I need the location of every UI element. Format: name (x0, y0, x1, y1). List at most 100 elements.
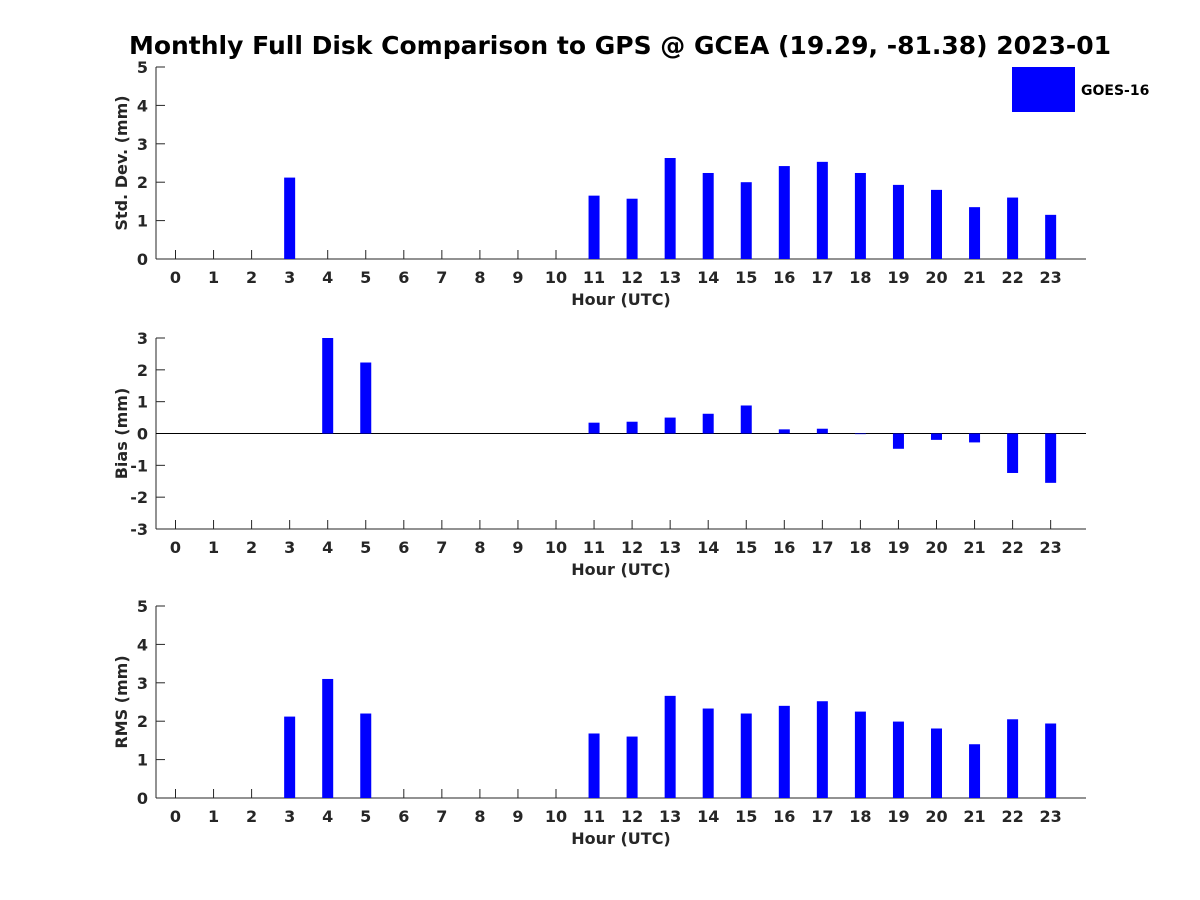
bar-hour-17 (816, 428, 828, 434)
x-tick-label: 23 (1040, 807, 1062, 826)
x-tick-label: 11 (583, 268, 605, 287)
x-tick-label: 6 (398, 268, 409, 287)
y-tick-label: 1 (137, 212, 148, 231)
x-tick-label: 11 (583, 807, 605, 826)
y-tick-label: 1 (137, 393, 148, 412)
x-tick-label: 3 (284, 538, 295, 557)
y-tick-label: 0 (137, 789, 148, 808)
x-tick-label: 22 (1001, 268, 1023, 287)
x-tick-label: 0 (170, 538, 181, 557)
bar-hour-15 (740, 182, 752, 259)
bar-hour-11 (588, 195, 600, 259)
bar-hour-17 (816, 701, 828, 798)
x-tick-label: 21 (963, 268, 985, 287)
x-tick-label: 18 (849, 538, 871, 557)
bar-hour-19 (892, 184, 904, 259)
bar-hour-4 (322, 338, 334, 434)
y-tick-label: 5 (137, 58, 148, 77)
x-tick-label: 14 (697, 807, 719, 826)
bar-hour-13 (664, 695, 676, 798)
x-tick-label: 15 (735, 268, 757, 287)
x-tick-label: 15 (735, 807, 757, 826)
x-tick-label: 13 (659, 807, 681, 826)
y-axis-label: RMS (mm) (112, 655, 131, 748)
legend: GOES-16 (1012, 67, 1149, 112)
x-tick-label: 0 (170, 807, 181, 826)
bar-hour-14 (702, 708, 714, 798)
y-axis-label: Bias (mm) (112, 388, 131, 480)
bar-hour-5 (360, 713, 372, 798)
bar-hour-23 (1045, 723, 1057, 798)
x-axis-label: Hour (UTC) (571, 290, 671, 309)
x-tick-label: 12 (621, 807, 643, 826)
y-axis-label: Std. Dev. (mm) (112, 95, 131, 230)
y-tick-label: 3 (137, 674, 148, 693)
x-tick-label: 19 (887, 807, 909, 826)
bar-hour-22 (1007, 719, 1019, 798)
x-tick-label: 1 (208, 538, 219, 557)
bar-hour-20 (931, 189, 942, 259)
bar-hour-16 (778, 429, 790, 434)
x-tick-label: 8 (474, 268, 485, 287)
x-tick-label: 11 (583, 538, 605, 557)
x-tick-label: 1 (208, 807, 219, 826)
bar-hour-23 (1045, 433, 1057, 483)
x-tick-label: 5 (360, 268, 371, 287)
x-tick-label: 22 (1001, 538, 1023, 557)
x-tick-label: 12 (621, 538, 643, 557)
x-tick-label: 7 (436, 268, 447, 287)
bar-hour-15 (740, 405, 752, 434)
bar-hour-3 (284, 716, 296, 798)
x-tick-label: 2 (246, 268, 257, 287)
x-tick-label: 3 (284, 807, 295, 826)
bar-hour-16 (778, 705, 790, 798)
x-tick-label: 8 (474, 807, 485, 826)
bar-hour-20 (931, 728, 942, 798)
bar-hour-14 (702, 413, 714, 434)
x-tick-label: 23 (1040, 268, 1062, 287)
x-tick-label: 13 (659, 268, 681, 287)
x-tick-label: 15 (735, 538, 757, 557)
x-tick-label: 14 (697, 268, 719, 287)
x-tick-label: 17 (811, 268, 833, 287)
bar-hour-5 (360, 362, 372, 434)
bar-hour-21 (969, 207, 981, 259)
x-tick-label: 5 (360, 807, 371, 826)
y-tick-label: 2 (137, 173, 148, 192)
y-tick-label: -2 (130, 488, 148, 507)
x-tick-label: 10 (545, 538, 567, 557)
legend-label: GOES-16 (1081, 83, 1149, 99)
bar-hour-15 (740, 713, 752, 798)
x-tick-label: 13 (659, 538, 681, 557)
x-tick-label: 17 (811, 538, 833, 557)
y-tick-label: 1 (137, 751, 148, 770)
y-tick-label: 5 (137, 597, 148, 616)
y-tick-label: 2 (137, 361, 148, 380)
y-tick-label: 3 (137, 135, 148, 154)
x-tick-label: 14 (697, 538, 719, 557)
y-tick-label: 0 (137, 425, 148, 444)
x-tick-label: 4 (322, 538, 333, 557)
x-tick-label: 7 (436, 807, 447, 826)
x-tick-label: 16 (773, 268, 795, 287)
y-tick-label: 2 (137, 712, 148, 731)
x-tick-label: 5 (360, 538, 371, 557)
y-tick-label: -1 (130, 456, 148, 475)
bar-hour-11 (588, 422, 600, 434)
bar-hour-4 (322, 678, 334, 798)
x-tick-label: 7 (436, 538, 447, 557)
x-tick-label: 2 (246, 538, 257, 557)
bar-hour-20 (931, 433, 942, 440)
x-axis-label: Hour (UTC) (571, 829, 671, 848)
x-tick-label: 9 (512, 538, 523, 557)
x-tick-label: 18 (849, 268, 871, 287)
x-tick-label: 18 (849, 807, 871, 826)
bar-hour-13 (664, 417, 676, 434)
bar-hour-16 (778, 166, 790, 259)
y-tick-label: 4 (137, 96, 148, 115)
x-tick-label: 21 (963, 538, 985, 557)
